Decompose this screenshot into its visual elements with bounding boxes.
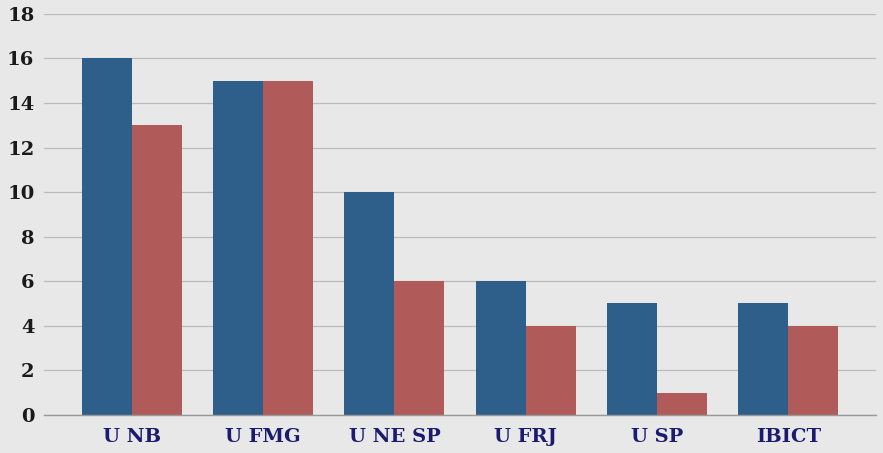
Bar	[263, 81, 313, 415]
Bar	[213, 81, 263, 415]
Bar	[344, 192, 395, 415]
Bar	[82, 58, 132, 415]
Bar	[738, 304, 789, 415]
Bar	[395, 281, 444, 415]
Bar	[132, 125, 182, 415]
Bar	[476, 281, 525, 415]
Bar	[657, 393, 707, 415]
Bar	[789, 326, 838, 415]
Bar	[608, 304, 657, 415]
Bar	[525, 326, 576, 415]
